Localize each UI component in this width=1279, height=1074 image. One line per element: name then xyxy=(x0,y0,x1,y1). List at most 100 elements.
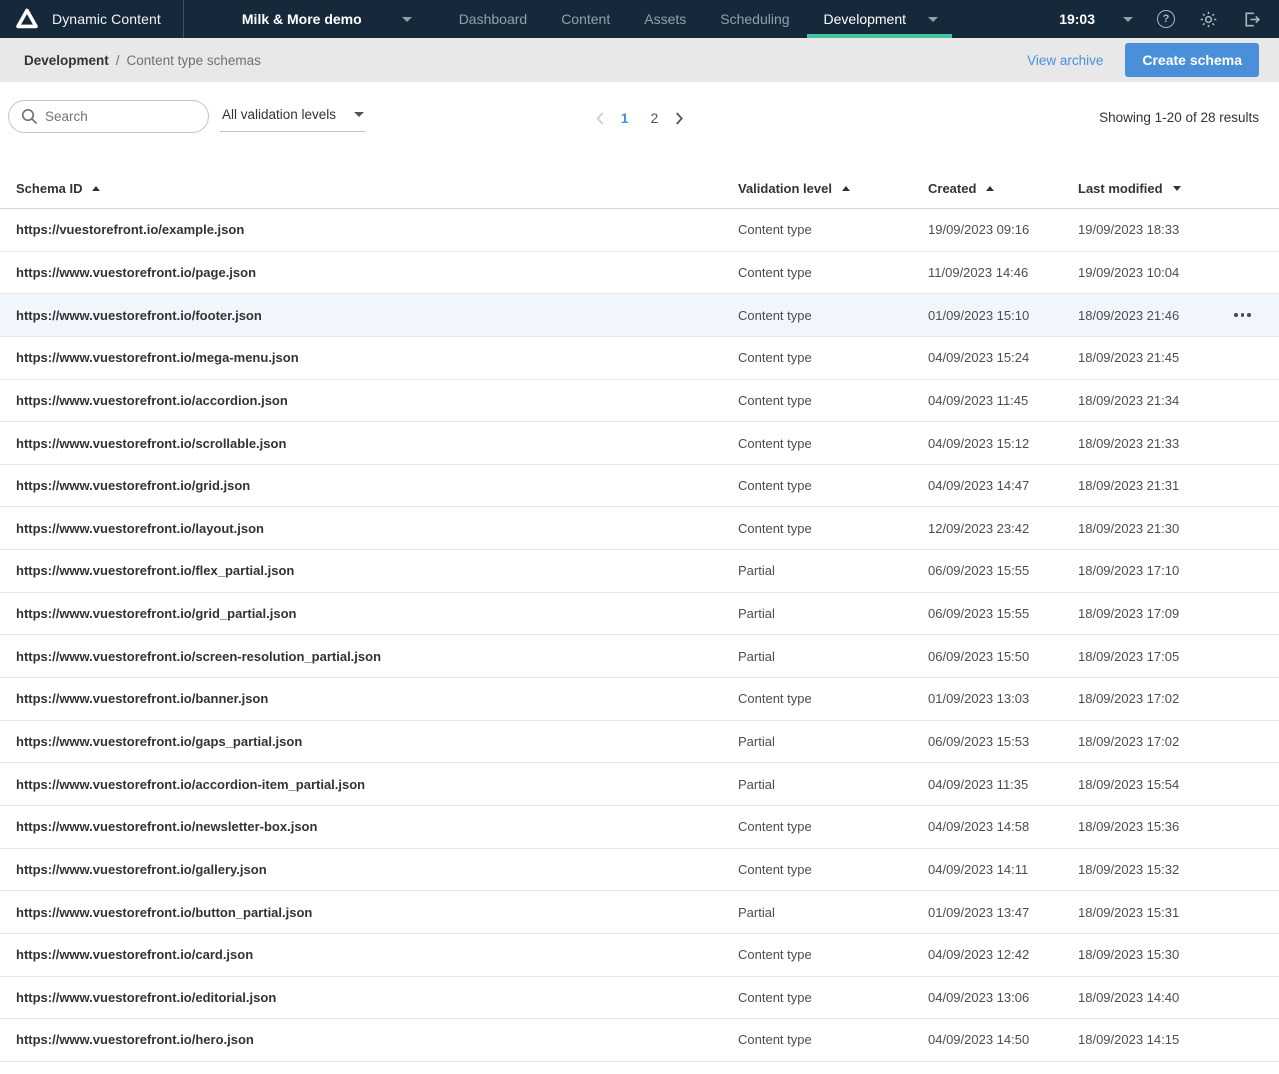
row-menu-button[interactable] xyxy=(1226,307,1258,323)
last-modified-cell: 18/09/2023 15:31 xyxy=(1078,904,1180,920)
nav-item-assets[interactable]: Assets xyxy=(627,0,703,38)
table-row[interactable]: https://www.vuestorefront.io/grid.json C… xyxy=(0,465,1279,508)
created-cell: 04/09/2023 12:42 xyxy=(928,947,1030,963)
validation-level-cell: Content type xyxy=(738,478,812,494)
schema-id-cell: https://www.vuestorefront.io/scrollable.… xyxy=(16,435,287,451)
validation-level-cell: Content type xyxy=(738,1032,812,1048)
nav-item-dashboard[interactable]: Dashboard xyxy=(442,0,545,38)
table-row[interactable]: https://www.vuestorefront.io/accordion.j… xyxy=(0,380,1279,423)
schema-id-cell: https://www.vuestorefront.io/layout.json xyxy=(16,520,264,536)
table-row[interactable]: https://www.vuestorefront.io/layout.json… xyxy=(0,507,1279,551)
created-cell: 04/09/2023 15:24 xyxy=(928,350,1030,366)
nav-item-scheduling[interactable]: Scheduling xyxy=(703,0,806,38)
table-row[interactable]: https://vuestorefront.io/example.json Co… xyxy=(0,209,1279,252)
nav-label: Content xyxy=(561,11,611,27)
nav-label: Scheduling xyxy=(720,11,790,27)
table-row[interactable]: https://www.vuestorefront.io/card.json C… xyxy=(0,934,1279,977)
validation-level-cell: Partial xyxy=(738,606,775,622)
previous-page-icon[interactable] xyxy=(590,111,610,125)
schema-id-cell: https://www.vuestorefront.io/button_part… xyxy=(16,904,313,920)
validation-level-filter[interactable]: All validation levels xyxy=(220,102,366,132)
schema-id-cell: https://www.vuestorefront.io/accordion.j… xyxy=(16,392,288,408)
search-icon xyxy=(21,108,38,130)
account-menu-chevron-icon[interactable] xyxy=(1123,16,1133,22)
nav-item-content[interactable]: Content xyxy=(544,0,627,38)
created-cell: 04/09/2023 11:35 xyxy=(928,776,1029,792)
column-header-label: Created xyxy=(928,180,977,196)
validation-level-cell: Content type xyxy=(738,819,812,835)
breadcrumb-bar: Development / Content type schemas View … xyxy=(0,38,1279,82)
schema-id-cell: https://www.vuestorefront.io/grid_partia… xyxy=(16,606,297,622)
last-modified-cell: 18/09/2023 21:45 xyxy=(1078,350,1180,366)
validation-level-filter-value: All validation levels xyxy=(222,107,337,122)
created-cell: 01/09/2023 15:10 xyxy=(928,307,1030,323)
table-row[interactable]: https://www.vuestorefront.io/newsletter-… xyxy=(0,806,1279,849)
main-nav: Dashboard Content Assets Scheduling Deve… xyxy=(442,0,952,38)
page-actions: View archive Create schema xyxy=(1027,43,1259,77)
table-row[interactable]: https://www.vuestorefront.io/editorial.j… xyxy=(0,977,1279,1020)
chevron-down-icon xyxy=(928,16,939,22)
last-modified-cell: 19/09/2023 18:33 xyxy=(1078,222,1180,238)
last-modified-cell: 18/09/2023 15:30 xyxy=(1078,947,1180,963)
created-cell: 04/09/2023 14:50 xyxy=(928,1032,1030,1048)
breadcrumb-section[interactable]: Development xyxy=(24,52,109,68)
schema-id-cell: https://www.vuestorefront.io/hero.json xyxy=(16,1032,254,1048)
table-row[interactable]: https://www.vuestorefront.io/banner.json… xyxy=(0,678,1279,721)
table-row[interactable]: https://www.vuestorefront.io/flex_partia… xyxy=(0,550,1279,593)
created-cell: 04/09/2023 14:11 xyxy=(928,861,1029,877)
column-header-created[interactable]: Created xyxy=(928,181,1078,196)
schema-id-cell: https://www.vuestorefront.io/accordion-i… xyxy=(16,776,366,792)
table-row[interactable]: https://www.vuestorefront.io/hero.json C… xyxy=(0,1019,1279,1062)
app-title: Dynamic Content xyxy=(52,11,161,27)
table-row[interactable]: https://www.vuestorefront.io/mega-menu.j… xyxy=(0,337,1279,380)
breadcrumb-separator: / xyxy=(115,52,120,68)
table-row[interactable]: https://www.vuestorefront.io/screen-reso… xyxy=(0,635,1279,679)
validation-level-cell: Partial xyxy=(738,648,775,664)
schema-id-cell: https://www.vuestorefront.io/newsletter-… xyxy=(16,819,318,835)
schema-id-cell: https://www.vuestorefront.io/page.json xyxy=(16,264,257,280)
last-modified-cell: 18/09/2023 17:05 xyxy=(1078,648,1180,664)
page-number-1[interactable]: 1 xyxy=(620,110,629,126)
topbar-divider xyxy=(182,0,184,38)
nav-item-development[interactable]: Development xyxy=(806,0,953,38)
last-modified-cell: 18/09/2023 15:36 xyxy=(1078,819,1180,835)
validation-level-cell: Content type xyxy=(738,947,812,963)
validation-level-cell: Partial xyxy=(738,904,775,920)
table-row[interactable]: https://www.vuestorefront.io/gaps_partia… xyxy=(0,721,1279,764)
logout-icon[interactable] xyxy=(1242,10,1261,29)
table-row[interactable]: https://www.vuestorefront.io/footer.json… xyxy=(0,294,1279,337)
help-icon[interactable]: ? xyxy=(1157,10,1175,28)
table-row[interactable]: https://www.vuestorefront.io/accordion-i… xyxy=(0,763,1279,806)
column-header-last-modified[interactable]: Last modified xyxy=(1078,181,1206,196)
top-navigation-bar: Dynamic Content Milk & More demo Dashboa… xyxy=(0,0,1279,38)
validation-level-cell: Content type xyxy=(738,520,812,536)
created-cell: 04/09/2023 11:45 xyxy=(928,392,1029,408)
last-modified-cell: 18/09/2023 21:30 xyxy=(1078,520,1180,536)
search-input[interactable] xyxy=(8,100,209,133)
table-row[interactable]: https://www.vuestorefront.io/button_part… xyxy=(0,891,1279,934)
schema-table: Schema ID Validation level Created Last mod… xyxy=(0,168,1279,1062)
create-schema-button[interactable]: Create schema xyxy=(1125,43,1259,77)
chevron-down-icon xyxy=(401,16,412,22)
sort-desc-icon xyxy=(1172,185,1181,191)
brand: Dynamic Content xyxy=(0,0,161,38)
nav-label: Development xyxy=(823,11,907,27)
created-cell: 19/09/2023 09:16 xyxy=(928,222,1030,238)
table-row[interactable]: https://www.vuestorefront.io/page.json C… xyxy=(0,252,1279,295)
page-number-2[interactable]: 2 xyxy=(650,110,659,126)
table-row[interactable]: https://www.vuestorefront.io/grid_partia… xyxy=(0,593,1279,636)
last-modified-cell: 18/09/2023 21:31 xyxy=(1078,478,1180,494)
settings-gear-icon[interactable] xyxy=(1199,10,1218,29)
chevron-down-icon xyxy=(354,112,364,117)
created-cell: 11/09/2023 14:46 xyxy=(928,264,1029,280)
column-header-schema-id[interactable]: Schema ID xyxy=(0,181,738,196)
hub-selector[interactable]: Milk & More demo xyxy=(242,0,412,38)
column-header-validation-level[interactable]: Validation level xyxy=(738,181,928,196)
view-archive-link[interactable]: View archive xyxy=(1027,52,1104,68)
schema-id-cell: https://www.vuestorefront.io/flex_partia… xyxy=(16,563,295,579)
schema-id-cell: https://www.vuestorefront.io/gaps_partia… xyxy=(16,734,303,749)
table-row[interactable]: https://www.vuestorefront.io/scrollable.… xyxy=(0,422,1279,465)
table-row[interactable]: https://www.vuestorefront.io/gallery.jso… xyxy=(0,849,1279,892)
next-page-icon[interactable] xyxy=(669,111,689,125)
topbar-right: 19:03 ? xyxy=(1059,0,1279,38)
